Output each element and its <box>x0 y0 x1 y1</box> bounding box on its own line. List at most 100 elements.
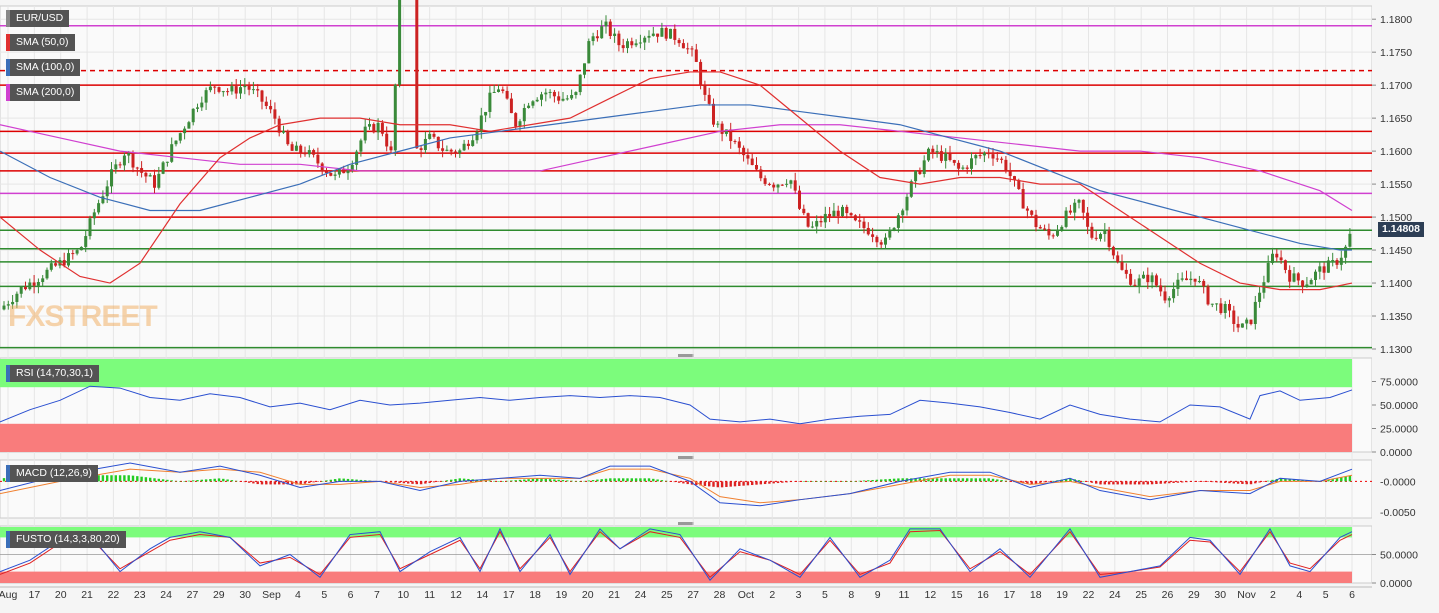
sma200-label[interactable]: SMA (200,0) <box>6 84 81 101</box>
macd-histogram-bar <box>910 478 913 482</box>
x-tick-label: 6 <box>1349 589 1355 601</box>
candle-body <box>32 282 36 286</box>
candle-body <box>914 170 918 182</box>
macd-line <box>0 462 1353 507</box>
candle-body <box>299 145 303 153</box>
macd-histogram-bar <box>729 481 732 487</box>
candle-body <box>213 86 217 88</box>
candle-body <box>415 0 419 149</box>
candle-body <box>204 90 208 103</box>
candle-body <box>333 174 337 176</box>
macd-histogram-bar <box>149 477 152 482</box>
macd-histogram-bar <box>759 481 762 485</box>
candle-body <box>939 151 943 161</box>
macd-histogram-bar <box>1297 479 1300 482</box>
candle-body <box>187 122 191 129</box>
candle-body <box>1099 234 1102 239</box>
candle-body <box>991 154 995 159</box>
candle-body <box>1189 278 1193 281</box>
x-tick-label: 5 <box>822 589 828 601</box>
sma200-line <box>0 124 1353 211</box>
candle-body <box>707 94 711 104</box>
x-tick-label: 22 <box>1083 589 1095 601</box>
candle-body <box>221 91 225 93</box>
macd-histogram-bar <box>918 478 922 482</box>
macd-histogram-bar <box>432 481 436 483</box>
macd-histogram-bar <box>174 480 178 482</box>
candle-body <box>982 152 986 156</box>
candle-body <box>849 213 853 216</box>
sma50-label[interactable]: SMA (50,0) <box>6 34 75 51</box>
sma100-label[interactable]: SMA (100,0) <box>6 59 81 76</box>
candle-body <box>105 186 109 197</box>
candle-body <box>1314 271 1317 281</box>
macd-histogram-bar <box>841 481 844 482</box>
macd-histogram-bar <box>639 478 642 482</box>
candle-body <box>647 35 651 38</box>
y-tick-label: 0.0000 <box>1380 447 1412 459</box>
macd-histogram-bar <box>630 478 633 482</box>
x-tick-label: 22 <box>108 589 120 601</box>
macd-histogram-bar <box>643 478 646 482</box>
candle-body <box>230 86 234 92</box>
macd-histogram-bar <box>1181 481 1184 483</box>
macd-histogram-bar <box>1189 481 1192 482</box>
macd-histogram-bar <box>217 478 221 482</box>
macd-signal-line <box>0 468 1353 504</box>
y-tick-label: 25.0000 <box>1380 424 1418 436</box>
candle-body <box>978 155 982 157</box>
macd-histogram-bar <box>888 478 891 482</box>
macd-histogram-bar <box>536 478 539 482</box>
macd-histogram-bar <box>97 475 100 482</box>
macd-histogram-bar <box>1185 481 1188 483</box>
candle-body <box>699 61 703 86</box>
candle-body <box>918 170 922 175</box>
candle-body <box>1159 285 1163 292</box>
candle-body <box>974 155 978 159</box>
candle-body <box>316 154 320 164</box>
macd-histogram-bar <box>445 480 449 482</box>
x-tick-label: 7 <box>374 589 380 601</box>
candle-body <box>36 282 40 286</box>
fusto-label[interactable]: FUSTO (14,3,3,80,20) <box>6 531 126 548</box>
macd-histogram-bar <box>824 481 827 482</box>
macd-histogram-bar <box>256 481 259 485</box>
candle-body <box>1008 170 1012 177</box>
candle-body <box>1133 284 1137 286</box>
macd-histogram-bar <box>1176 481 1180 483</box>
rsi-oversold-zone <box>0 423 1352 452</box>
candle-body <box>1275 253 1279 258</box>
macd-histogram-bar <box>101 475 105 482</box>
fusto-line <box>0 527 1353 581</box>
candle-body <box>1339 257 1343 265</box>
candle-body <box>832 210 836 217</box>
candle-body <box>294 145 298 151</box>
macd-histogram-bar <box>561 480 565 482</box>
y-tick-label: 1.1450 <box>1380 245 1412 257</box>
macd-histogram-bar <box>772 481 775 484</box>
candle-body <box>462 143 466 151</box>
y-tick-label: 1.1300 <box>1380 344 1412 356</box>
candle-body <box>1090 226 1094 238</box>
macd-histogram-bar <box>1107 481 1111 485</box>
price-pane <box>0 5 1373 350</box>
candle-body <box>1111 246 1115 256</box>
macd-label[interactable]: MACD (12,26,9) <box>6 465 98 482</box>
candle-body <box>531 101 535 106</box>
macd-histogram-bar <box>622 478 625 482</box>
candle-body <box>393 84 397 151</box>
symbol-label[interactable]: EUR/USD <box>6 10 70 27</box>
candle-body <box>1271 253 1274 264</box>
macd-histogram-bar <box>665 480 668 482</box>
candle-body <box>337 168 341 175</box>
candle-body <box>664 28 668 39</box>
candle-body <box>484 111 488 116</box>
macd-histogram-bar <box>591 480 595 482</box>
y-tick-label: 1.1700 <box>1380 80 1412 92</box>
macd-histogram-bar <box>626 478 629 482</box>
candle-body <box>522 107 526 122</box>
macd-histogram-bar <box>488 480 492 482</box>
rsi-label[interactable]: RSI (14,70,30,1) <box>6 365 100 382</box>
candle-body <box>690 48 694 50</box>
